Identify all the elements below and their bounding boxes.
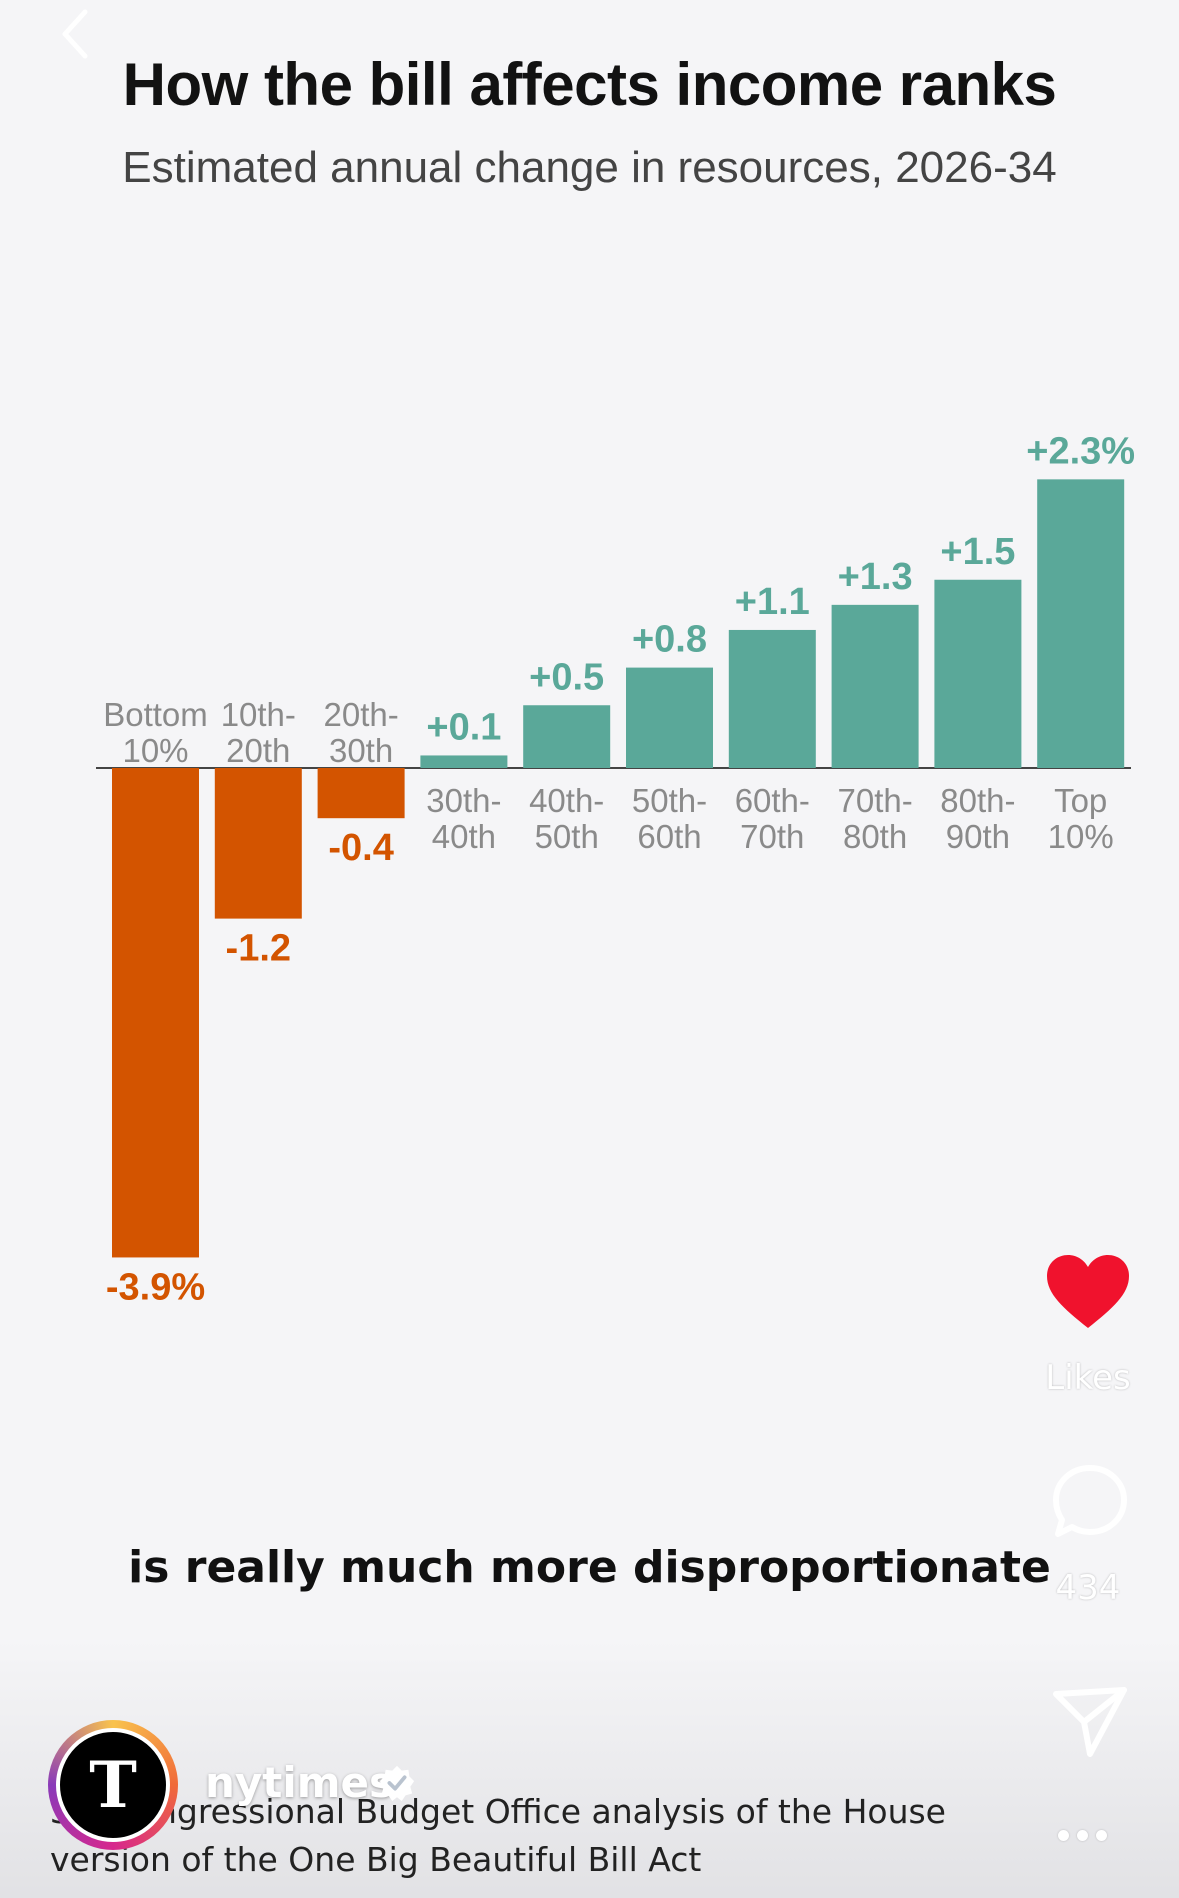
comment-bubble-icon[interactable]: [1050, 1462, 1130, 1542]
value-label-10: +2.3%: [1026, 430, 1135, 472]
bar-4: [420, 755, 508, 768]
category-label-3: 20th-30th: [323, 696, 398, 769]
category-label-8: 70th-80th: [837, 782, 912, 855]
source-line2: version of the One Big Beautiful Bill Ac…: [50, 1840, 702, 1879]
more-dots-icon[interactable]: [1058, 1830, 1118, 1860]
category-label-1: Bottom 10%: [103, 696, 208, 769]
value-label-7: +1.1: [735, 581, 810, 623]
account-username[interactable]: nytimes: [205, 1758, 394, 1807]
category-label-10: Top 10%: [1048, 782, 1114, 855]
paper-plane-icon[interactable]: [1050, 1684, 1130, 1760]
value-label-4: +0.1: [426, 706, 501, 748]
source-text: So: Congressional Budget Office analysis…: [50, 1788, 1050, 1884]
value-label-2: -1.2: [226, 928, 291, 970]
value-label-9: +1.5: [940, 531, 1015, 573]
video-caption: is really much more disproportionate: [128, 1542, 1051, 1593]
category-label-4: 30th-40th: [426, 782, 501, 855]
source-line1: : Congressional Budget Office analysis o…: [91, 1792, 946, 1831]
bar-6: [626, 667, 713, 768]
income-rank-bar-chart: -3.9% Bottom 10% -1.2 10th-20th -0.4 20th-30th…: [96, 430, 1135, 1308]
bar-8: [831, 604, 919, 768]
bar-10: [1037, 479, 1125, 768]
value-label-1: -3.9%: [106, 1266, 205, 1308]
bar-2: [214, 768, 302, 919]
value-label-8: +1.3: [838, 556, 913, 598]
bottom-gradient: [0, 1640, 1179, 1898]
category-label-6: 50th-60th: [632, 782, 707, 855]
avatar-logo: T: [56, 1728, 170, 1842]
category-label-7: 60th-70th: [735, 782, 810, 855]
category-label-9: 80th-90th: [940, 782, 1015, 855]
chart-title: How the bill affects income ranks: [122, 51, 1057, 118]
value-label-3: -0.4: [328, 827, 393, 869]
bar-9: [934, 579, 1022, 768]
bar-3: [317, 768, 405, 819]
category-label-2: 10th-20th: [221, 696, 296, 769]
heart-icon[interactable]: [1043, 1252, 1133, 1332]
category-label-5: 40th-50th: [529, 782, 604, 855]
verified-badge-icon: [379, 1765, 415, 1802]
value-label-6: +0.8: [632, 619, 707, 661]
bar-5: [523, 705, 611, 768]
bar-7: [728, 629, 816, 768]
value-label-5: +0.5: [529, 656, 604, 698]
likes-label[interactable]: Likes: [1045, 1358, 1131, 1398]
bar-1: [112, 768, 199, 1258]
avatar[interactable]: T: [48, 1720, 178, 1850]
chart-subtitle: Estimated annual change in resources, 20…: [122, 143, 1057, 192]
chevron-left-icon[interactable]: [50, 4, 100, 64]
comments-count[interactable]: 434: [1055, 1568, 1121, 1608]
